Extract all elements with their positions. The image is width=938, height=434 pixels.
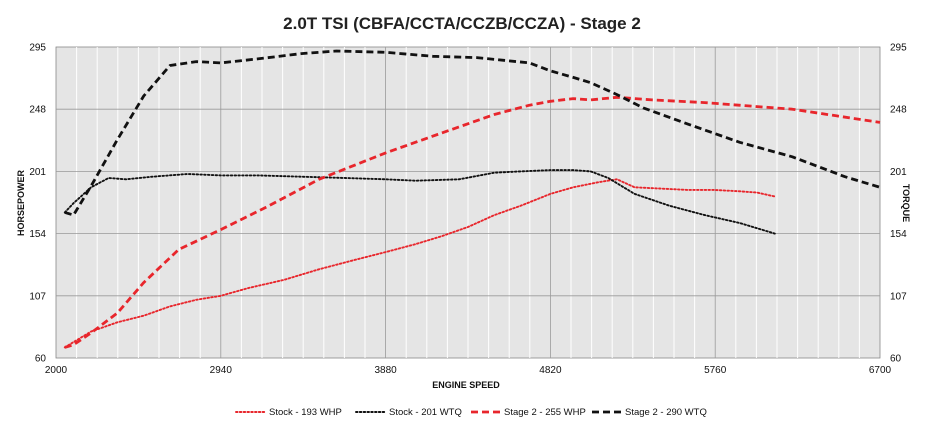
legend-label: Stage 2 - 290 WTQ [625,407,707,418]
y-axis-right-ticks: 60 107 154 201 248 295 [890,43,907,365]
legend-label: Stage 2 - 255 WHP [504,407,586,418]
x-tick-label: 5760 [704,365,727,376]
y-tick-label-right: 201 [890,167,907,178]
y-tick-label-left: 107 [29,291,46,302]
x-tick-label: 4820 [539,365,562,376]
x-tick-label: 6700 [869,365,892,376]
y-tick-label-right: 154 [890,229,907,240]
x-axis-ticks: 2000 2940 3880 4820 5760 6700 [45,365,892,376]
y-axis-right-title: TORQUE [901,184,911,222]
y-tick-label-left: 201 [29,167,46,178]
x-tick-label: 2940 [210,365,233,376]
y-axis-left-ticks: 60 107 154 201 248 295 [29,43,46,365]
x-axis-title: ENGINE SPEED [432,380,500,390]
y-tick-label-right: 60 [890,354,902,365]
major-gridlines [56,47,880,358]
y-tick-label-right: 107 [890,291,907,302]
y-tick-label-right: 248 [890,105,907,116]
y-tick-label-left: 60 [35,354,47,365]
minor-gridlines [76,47,860,358]
series-layer [63,49,881,349]
legend-label: Stock - 201 WTQ [389,407,462,418]
y-axis-left-title: HORSEPOWER [16,170,26,237]
y-tick-label-left: 295 [29,43,46,54]
chart-legend: Stock - 193 WHP Stock - 201 WTQ Stage 2 - … [235,407,707,418]
x-tick-label: 3880 [374,365,397,376]
series-line-4 [64,49,881,217]
y-tick-label-left: 154 [29,229,46,240]
series-line-3 [64,95,881,349]
series-line-2 [63,169,776,235]
series-line-1 [63,178,776,349]
x-tick-label: 2000 [45,365,68,376]
y-tick-label-left: 248 [29,105,46,116]
legend-label: Stock - 193 WHP [269,407,342,418]
chart-title: 2.0T TSI (CBFA/CCTA/CCZB/CCZA) - Stage 2 [283,14,641,33]
y-tick-label-right: 295 [890,43,907,54]
